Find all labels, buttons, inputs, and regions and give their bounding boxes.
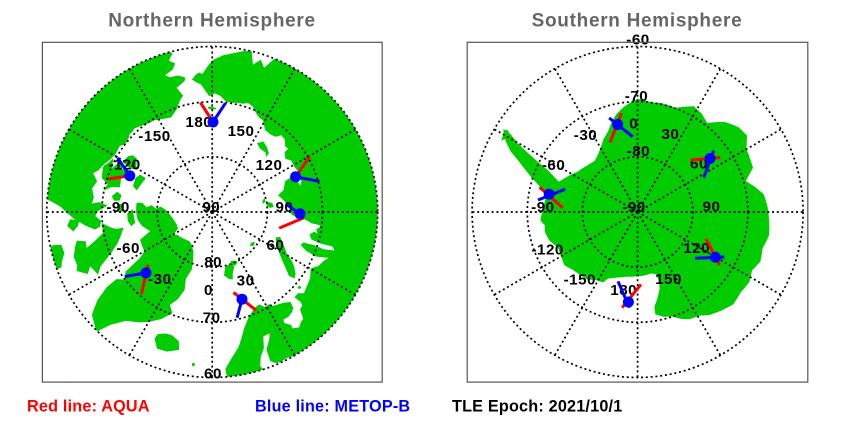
svg-text:30: 30 [237,273,255,290]
svg-text:-120: -120 [531,242,563,259]
svg-text:Northern Hemisphere: Northern Hemisphere [108,11,316,32]
svg-text:90: 90 [202,199,220,216]
svg-text:60: 60 [204,366,222,383]
svg-text:90: 90 [275,199,293,216]
svg-text:-120: -120 [108,157,140,174]
svg-text:-60: -60 [542,157,565,174]
svg-text:-30: -30 [574,127,597,144]
svg-text:-70: -70 [625,88,648,105]
svg-text:-30: -30 [148,271,171,288]
svg-text:80: 80 [204,254,222,271]
svg-text:Southern Hemisphere: Southern Hemisphere [532,11,743,32]
svg-text:-60: -60 [116,240,139,257]
svg-text:-60: -60 [626,32,649,49]
svg-text:0: 0 [204,282,213,299]
svg-text:TLE Epoch: 2021/10/1: TLE Epoch: 2021/10/1 [452,398,622,416]
svg-text:-80: -80 [627,143,650,160]
svg-text:60: 60 [266,237,284,254]
svg-text:90: 90 [703,199,721,216]
svg-text:-150: -150 [138,128,170,145]
svg-text:-90: -90 [622,199,645,216]
svg-text:120: 120 [683,240,710,257]
svg-text:150: 150 [655,271,682,288]
svg-text:-150: -150 [564,272,596,289]
svg-text:70: 70 [203,309,221,326]
svg-text:-90: -90 [531,199,554,216]
svg-text:0: 0 [629,116,638,133]
svg-text:-90: -90 [106,199,129,216]
svg-text:Red line: AQUA: Red line: AQUA [27,398,150,416]
svg-text:180: 180 [185,114,212,131]
svg-text:120: 120 [256,157,283,174]
svg-text:Blue line: METOP-B: Blue line: METOP-B [255,398,410,416]
svg-text:150: 150 [228,123,255,140]
svg-text:30: 30 [661,126,679,143]
